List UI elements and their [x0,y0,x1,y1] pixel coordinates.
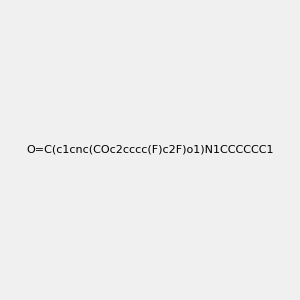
Text: O=C(c1cnc(COc2cccc(F)c2F)o1)N1CCCCCC1: O=C(c1cnc(COc2cccc(F)c2F)o1)N1CCCCCC1 [26,145,274,155]
